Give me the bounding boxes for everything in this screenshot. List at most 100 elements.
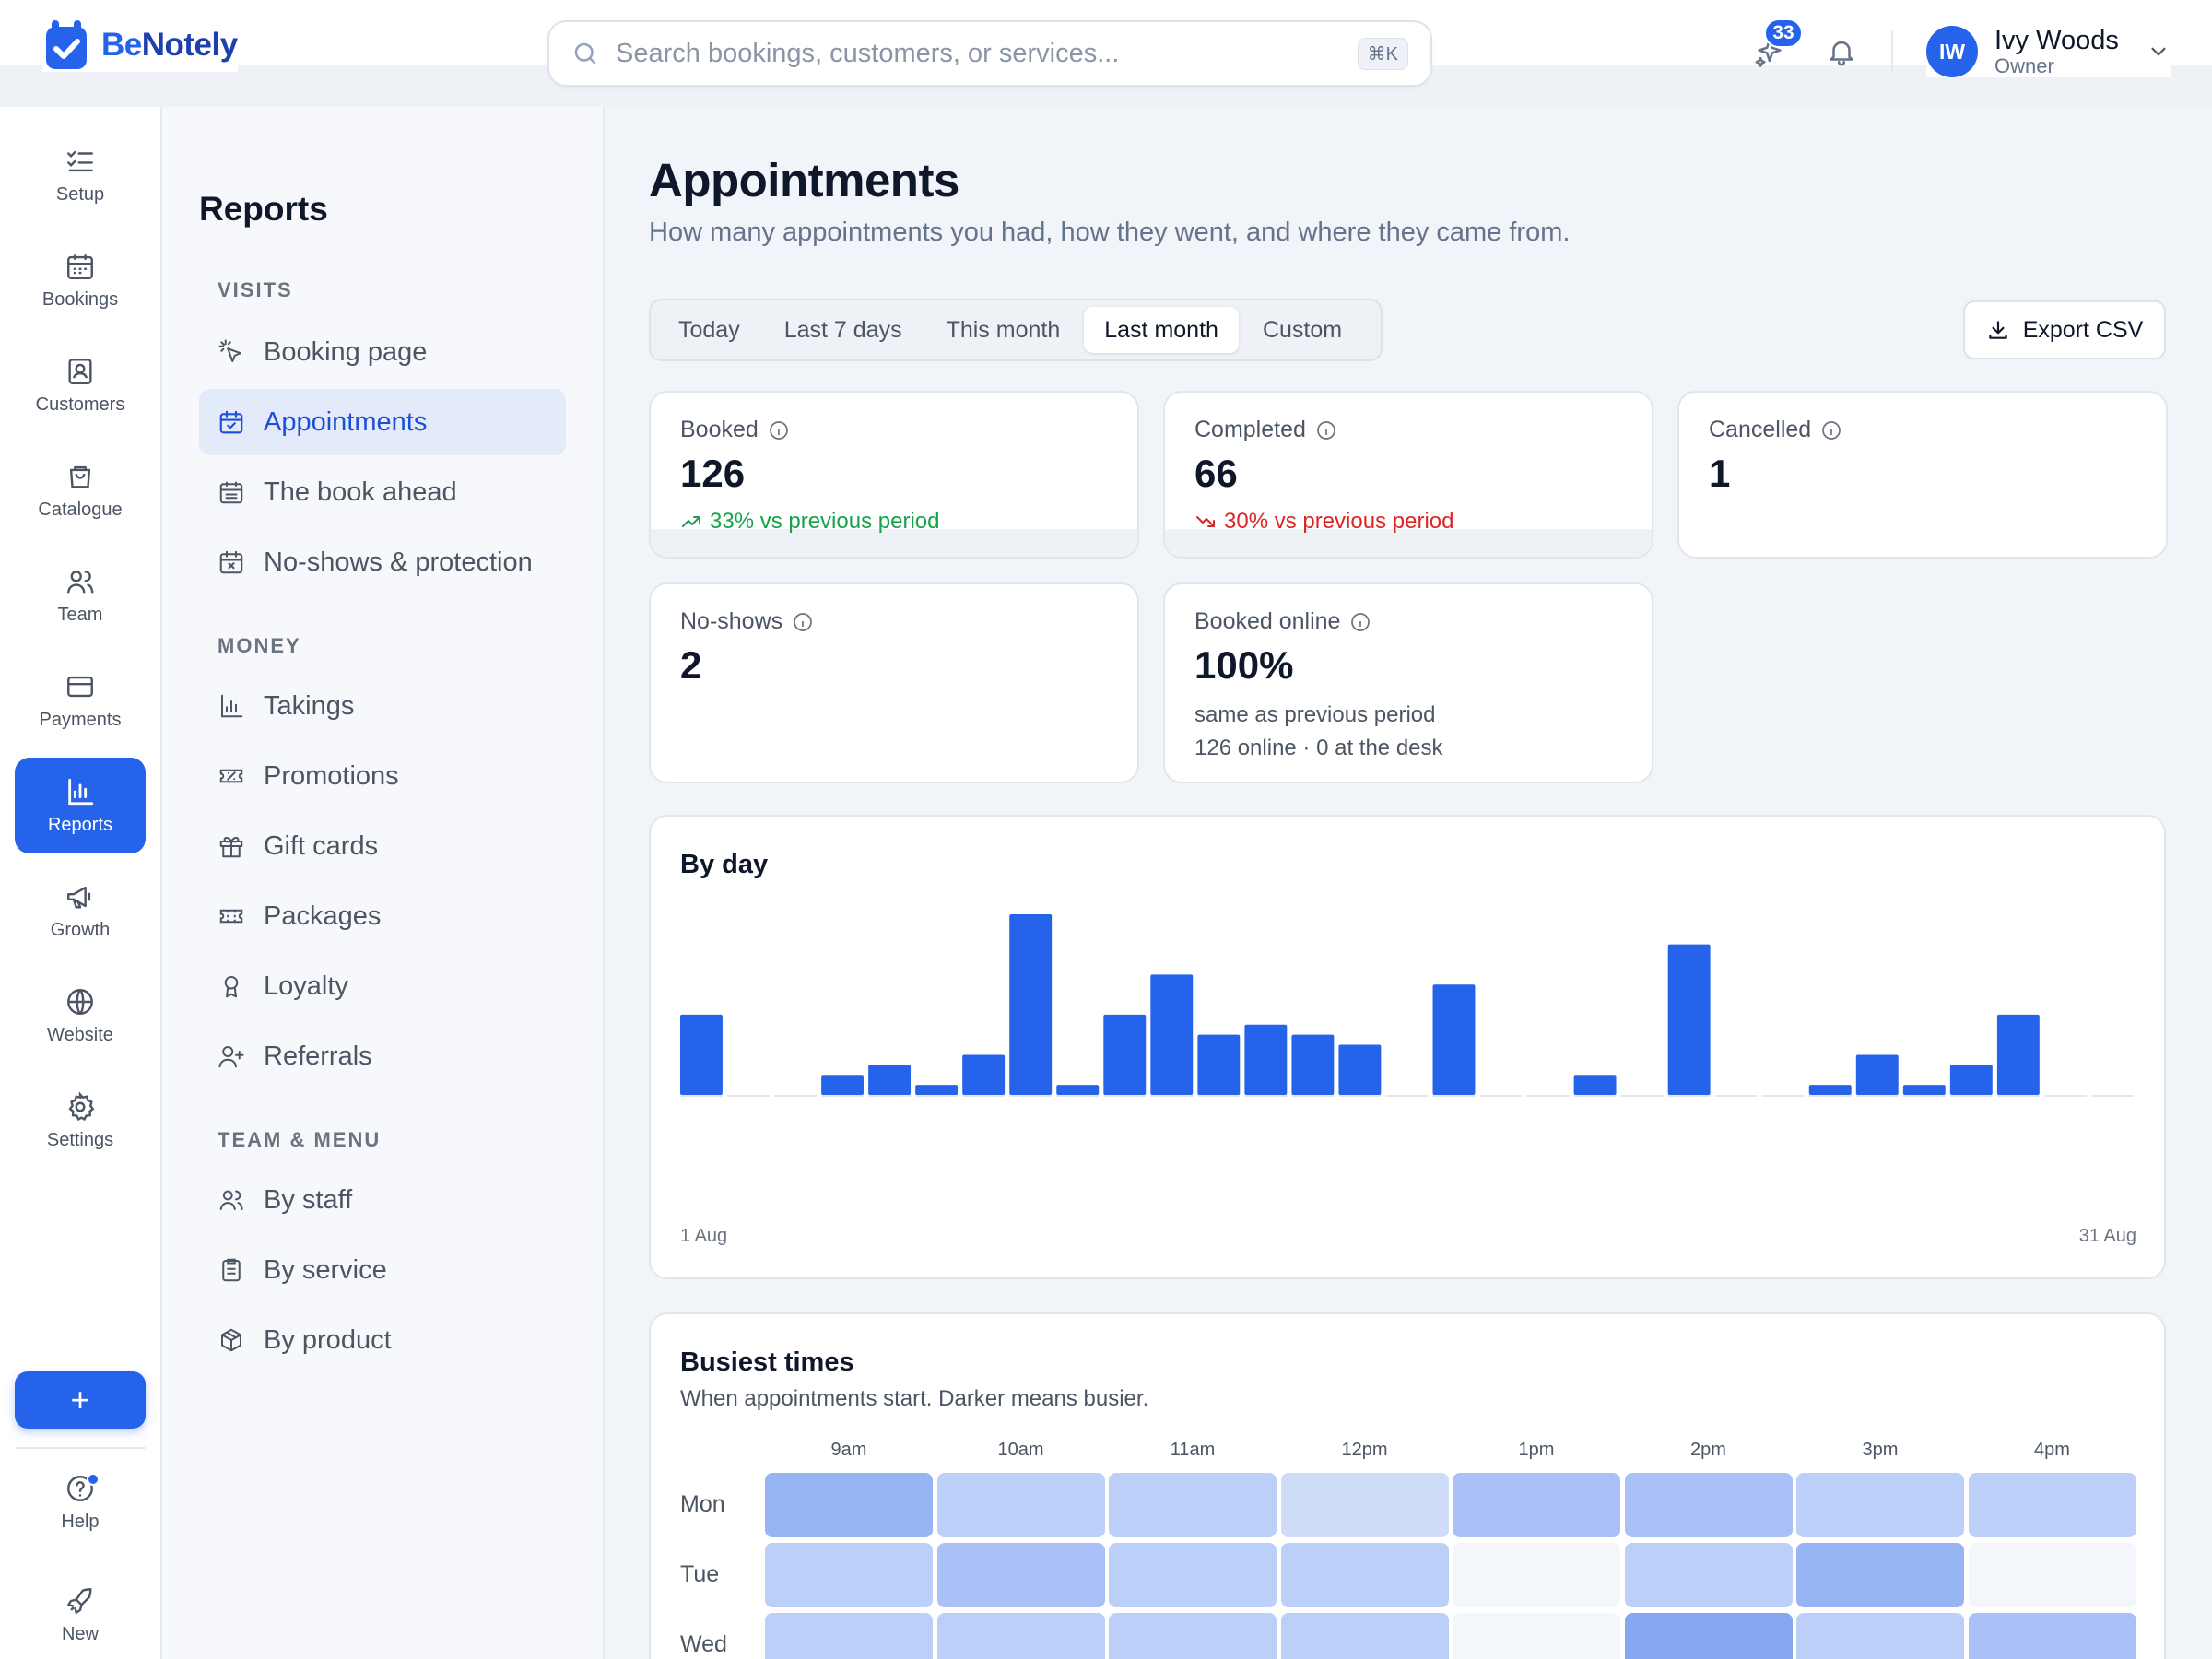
nav-setup[interactable]: Setup xyxy=(15,127,146,223)
bar-day-12[interactable] xyxy=(1197,1034,1241,1095)
stat-label: Booked online xyxy=(1194,608,1371,635)
bar-day-17[interactable] xyxy=(1432,984,1476,1095)
bar-day-25[interactable] xyxy=(1808,1085,1852,1095)
brand-logo[interactable]: BeNotely xyxy=(42,18,238,72)
sidebar-item-by-product[interactable]: By product xyxy=(199,1307,566,1373)
x-axis-start-label: 1 Aug xyxy=(680,1226,728,1246)
nav-reports[interactable]: Reports xyxy=(15,758,146,853)
bar-day-4[interactable] xyxy=(821,1075,865,1095)
sidebar-item-loyalty[interactable]: Loyalty xyxy=(199,953,566,1019)
info-icon[interactable] xyxy=(1349,611,1371,633)
info-icon[interactable] xyxy=(1820,419,1842,441)
heatmap-cell[interactable] xyxy=(1968,1543,2136,1607)
bar-day-15[interactable] xyxy=(1338,1044,1382,1095)
sidebar-item-appointments[interactable]: Appointments xyxy=(199,389,566,455)
heatmap-cell[interactable] xyxy=(1280,1473,1449,1537)
nav-customers[interactable]: Customers xyxy=(15,337,146,433)
bar-day-10[interactable] xyxy=(1103,1014,1147,1095)
page-subtitle: How many appointments you had, how they … xyxy=(649,218,1571,247)
bar-day-28[interactable] xyxy=(1949,1065,1993,1095)
x-axis-segment xyxy=(1714,1095,1758,1097)
bar-day-13[interactable] xyxy=(1244,1024,1288,1095)
heatmap-cell[interactable] xyxy=(765,1613,933,1659)
heatmap-cell[interactable] xyxy=(1796,1473,1964,1537)
tab-this-month[interactable]: This month xyxy=(946,316,1061,343)
info-icon[interactable] xyxy=(792,611,814,633)
sidebar-item-by-service[interactable]: By service xyxy=(199,1237,566,1303)
heatmap-cell[interactable] xyxy=(936,1613,1105,1659)
tab-today[interactable]: Today xyxy=(678,316,740,343)
search-input[interactable] xyxy=(616,38,1358,69)
bar-day-20[interactable] xyxy=(1573,1075,1617,1095)
bar-day-9[interactable] xyxy=(1056,1085,1100,1095)
heatmap-cell[interactable] xyxy=(765,1473,933,1537)
notifications-button[interactable] xyxy=(1821,31,1862,72)
nav-website[interactable]: Website xyxy=(15,968,146,1064)
heatmap-cell[interactable] xyxy=(1968,1613,2136,1659)
sidebar-item-referrals[interactable]: Referrals xyxy=(199,1023,566,1089)
sidebar-item-booking-page[interactable]: Booking page xyxy=(199,319,566,385)
heatmap-day-label: Tue xyxy=(680,1561,720,1587)
sidebar-item-takings[interactable]: Takings xyxy=(199,673,566,739)
nav-new[interactable]: New xyxy=(15,1567,146,1659)
export-csv-button[interactable]: Export CSV xyxy=(1963,300,2166,359)
heatmap-hour-label: 3pm xyxy=(1862,1440,1899,1460)
nav-settings[interactable]: Settings xyxy=(15,1073,146,1169)
heatmap-cell[interactable] xyxy=(1453,1613,1620,1659)
heatmap-cell[interactable] xyxy=(1453,1543,1620,1607)
heatmap-cell[interactable] xyxy=(1109,1613,1277,1659)
nav-catalogue[interactable]: Catalogue xyxy=(15,442,146,538)
heatmap-cell[interactable] xyxy=(1624,1543,1793,1607)
nav-bookings[interactable]: Bookings xyxy=(15,232,146,328)
tab-last-month[interactable]: Last month xyxy=(1084,307,1239,353)
bar-day-8[interactable] xyxy=(1009,914,1053,1095)
heatmap-cell[interactable] xyxy=(1796,1543,1964,1607)
search-bar[interactable]: ⌘K xyxy=(547,20,1432,87)
sidebar-item-no-shows[interactable]: No-shows & protection xyxy=(199,529,566,595)
checklist-icon xyxy=(67,150,93,171)
sidebar-item-by-staff[interactable]: By staff xyxy=(199,1167,566,1233)
heatmap-cell[interactable] xyxy=(1624,1613,1793,1659)
user-menu[interactable]: IW Ivy Woods Owner xyxy=(1926,26,2171,77)
x-axis-segment xyxy=(1526,1095,1570,1097)
bar-day-7[interactable] xyxy=(962,1054,1006,1095)
bar-day-5[interactable] xyxy=(868,1065,912,1095)
sidebar-item-gift-cards[interactable]: Gift cards xyxy=(199,813,566,879)
whats-new-button[interactable] xyxy=(1749,31,1790,72)
brand-name: BeNotely xyxy=(101,27,238,63)
heatmap-cell[interactable] xyxy=(1280,1543,1449,1607)
nav-help[interactable]: Help xyxy=(15,1454,146,1550)
bar-day-14[interactable] xyxy=(1291,1034,1335,1095)
bar-day-1[interactable] xyxy=(680,1014,723,1095)
info-icon[interactable] xyxy=(768,419,790,441)
nav-growth[interactable]: Growth xyxy=(15,863,146,959)
heatmap-cell[interactable] xyxy=(765,1543,933,1607)
nav-payments[interactable]: Payments xyxy=(15,653,146,748)
heatmap-cell[interactable] xyxy=(1109,1543,1277,1607)
heatmap-cell[interactable] xyxy=(936,1473,1105,1537)
tab-last-7-days[interactable]: Last 7 days xyxy=(783,316,902,343)
heatmap-cell[interactable] xyxy=(1109,1473,1277,1537)
heatmap-cell[interactable] xyxy=(1968,1473,2136,1537)
bar-day-27[interactable] xyxy=(1902,1085,1946,1095)
heatmap-cell[interactable] xyxy=(1453,1473,1620,1537)
stat-label: Cancelled xyxy=(1709,417,1842,443)
heatmap-hour-label: 10am xyxy=(997,1440,1044,1460)
heatmap-cell[interactable] xyxy=(1280,1613,1449,1659)
heatmap-cell[interactable] xyxy=(1796,1613,1964,1659)
quick-add-button[interactable]: + xyxy=(15,1371,146,1429)
sidebar-item-book-ahead[interactable]: The book ahead xyxy=(199,459,566,525)
sidebar-item-promotions[interactable]: Promotions xyxy=(199,743,566,809)
bar-day-11[interactable] xyxy=(1150,974,1194,1095)
tab-custom[interactable]: Custom xyxy=(1262,316,1343,343)
heatmap-cell[interactable] xyxy=(936,1543,1105,1607)
bar-day-6[interactable] xyxy=(915,1085,959,1095)
bar-day-22[interactable] xyxy=(1667,944,1711,1095)
info-icon[interactable] xyxy=(1315,419,1337,441)
award-icon xyxy=(224,976,239,998)
nav-team[interactable]: Team xyxy=(15,547,146,643)
heatmap-cell[interactable] xyxy=(1624,1473,1793,1537)
bar-day-26[interactable] xyxy=(1855,1054,1899,1095)
sidebar-item-packages[interactable]: Packages xyxy=(199,883,566,949)
bar-day-29[interactable] xyxy=(1996,1014,2040,1095)
